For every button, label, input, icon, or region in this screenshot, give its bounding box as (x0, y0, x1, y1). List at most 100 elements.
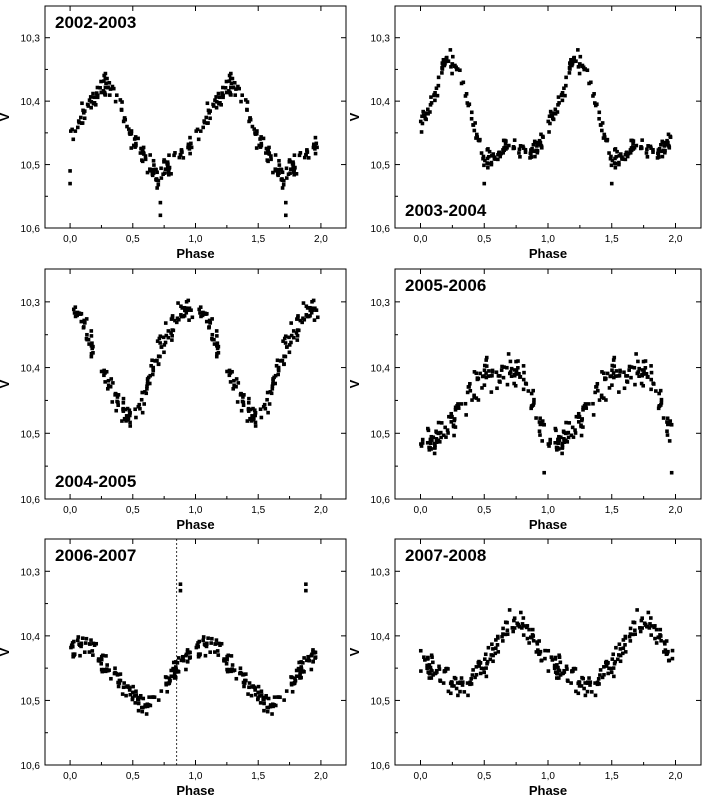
data-point (428, 665, 433, 670)
data-point (603, 377, 607, 382)
data-point (158, 334, 163, 339)
data-point (174, 667, 178, 671)
data-point (152, 163, 156, 167)
data-point (152, 695, 157, 700)
data-point (587, 402, 591, 406)
data-point (578, 54, 583, 59)
data-point (187, 655, 192, 660)
data-point (639, 618, 644, 623)
data-point (628, 639, 633, 643)
data-point (243, 98, 248, 102)
data-point (296, 314, 300, 318)
x-axis-label: Phase (176, 517, 214, 532)
data-points (69, 582, 318, 716)
data-point (557, 101, 561, 105)
data-point (562, 86, 566, 91)
data-point (139, 146, 144, 151)
data-point (612, 161, 617, 165)
data-point (623, 643, 627, 647)
data-point (652, 625, 656, 630)
data-point (292, 168, 297, 172)
data-point (611, 652, 616, 657)
x-axis-label: Phase (529, 246, 567, 261)
data-point (238, 671, 242, 676)
data-point (73, 314, 78, 319)
data-point (636, 359, 640, 364)
data-point (615, 149, 619, 154)
data-point (469, 116, 474, 121)
data-point (527, 627, 531, 632)
data-point (136, 708, 141, 713)
data-point (128, 692, 133, 697)
data-point (249, 693, 254, 698)
data-point (203, 311, 207, 316)
data-point (585, 680, 590, 684)
data-point (418, 119, 423, 124)
data-point (145, 377, 150, 381)
data-point (258, 694, 262, 698)
data-point (311, 649, 315, 654)
data-point (433, 90, 437, 95)
data-point (215, 334, 219, 338)
data-point (456, 402, 460, 406)
data-point (591, 401, 595, 406)
y-tick-label: 10,6 (21, 495, 41, 506)
data-point (424, 117, 428, 122)
data-point (555, 110, 560, 114)
data-point (556, 441, 561, 446)
data-point (151, 167, 156, 172)
y-tick-label: 10,3 (371, 567, 391, 578)
outlier-point (304, 582, 308, 586)
y-tick-label: 10,4 (21, 97, 41, 108)
data-point (428, 110, 432, 114)
data-point (110, 84, 115, 89)
data-point (315, 145, 319, 150)
data-point (669, 422, 674, 427)
data-point (203, 653, 208, 658)
data-point (576, 411, 581, 416)
data-point (513, 383, 518, 388)
data-point (495, 386, 499, 391)
x-tick-label: 2,0 (669, 505, 683, 516)
y-tick-label: 10,5 (21, 696, 41, 707)
data-point (509, 374, 514, 378)
data-point (579, 433, 584, 438)
data-point (116, 684, 121, 689)
data-point (491, 152, 496, 156)
data-point (613, 147, 618, 151)
data-point (227, 373, 232, 378)
data-point (265, 709, 270, 714)
data-point (521, 616, 526, 620)
data-point (441, 433, 446, 438)
data-point (91, 641, 96, 646)
data-point (503, 632, 508, 637)
data-point (514, 359, 518, 364)
data-point (134, 415, 138, 420)
data-point (182, 313, 187, 318)
data-point (482, 363, 487, 368)
data-point (290, 162, 295, 166)
data-point (459, 676, 464, 680)
data-point (597, 116, 601, 121)
data-point (525, 636, 530, 641)
data-point (511, 146, 516, 151)
data-point (278, 695, 282, 700)
data-point (666, 649, 670, 654)
data-point (567, 421, 572, 425)
data-point (441, 57, 446, 62)
data-point (71, 137, 76, 142)
data-point (497, 150, 502, 155)
data-point (252, 408, 257, 412)
data-point (490, 642, 494, 647)
data-point (610, 158, 615, 163)
data-point (518, 144, 523, 148)
data-point (262, 701, 266, 706)
data-point (431, 660, 435, 665)
data-point (518, 374, 523, 379)
data-point (253, 688, 257, 692)
data-point (106, 383, 111, 388)
data-point (201, 635, 206, 639)
data-point (631, 632, 635, 637)
data-point (659, 397, 664, 402)
data-point (158, 354, 162, 359)
